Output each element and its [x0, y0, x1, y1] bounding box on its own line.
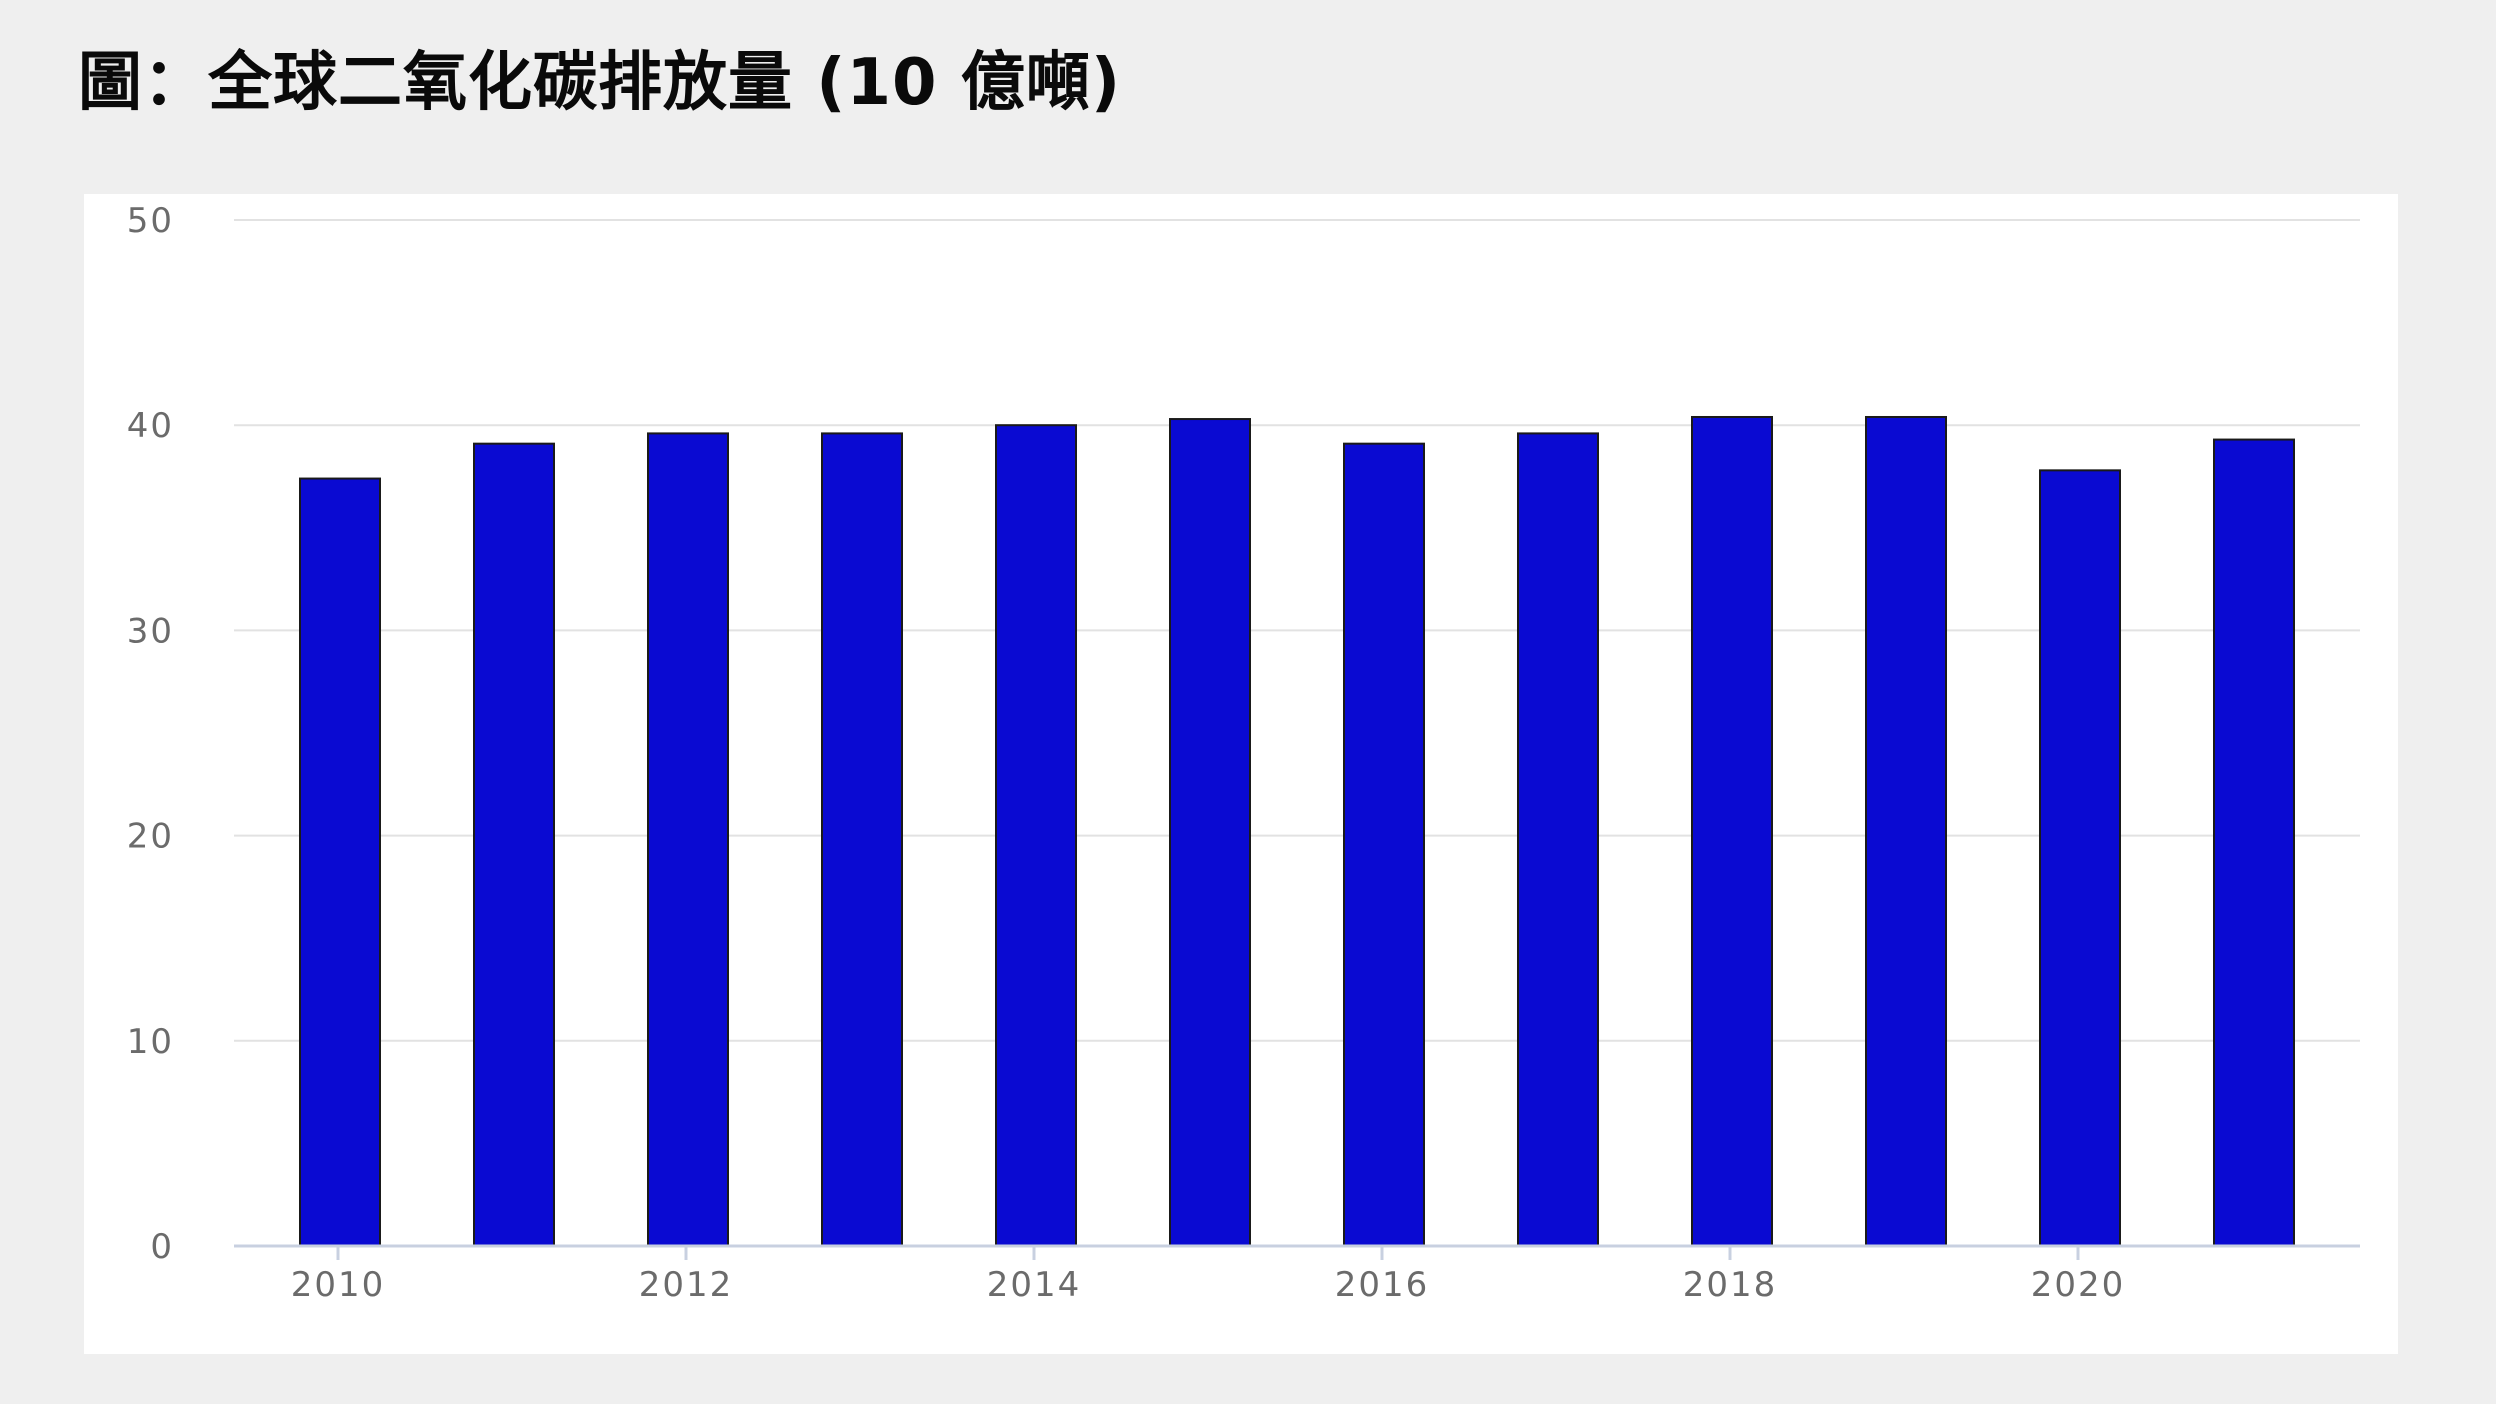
- y-axis-ticks: 0 10 20 30 40 50: [127, 201, 174, 1267]
- bar-2016: [1343, 442, 1425, 1247]
- x-tick-label: 2016: [1335, 1265, 1430, 1305]
- x-tick-label: 2020: [2031, 1265, 2126, 1305]
- gridlines: [234, 219, 2360, 1042]
- bar-2018: [1691, 415, 1773, 1247]
- x-tick-label: 2018: [1683, 1265, 1778, 1305]
- bar-2011: [473, 442, 555, 1247]
- y-tick-label: 30: [127, 611, 174, 651]
- x-tick-label: 2014: [987, 1265, 1082, 1305]
- bar-chart: 0 10 20 30 40 50 2010 2012 2014 2016 2018 2020: [127, 201, 2360, 1305]
- y-tick-label: 20: [127, 817, 174, 857]
- x-tick-label: 2012: [639, 1265, 734, 1305]
- y-tick-label: 10: [127, 1022, 174, 1062]
- y-tick-label: 40: [127, 406, 174, 446]
- bar-2017: [1517, 432, 1599, 1247]
- page-title: 圖：全球二氧化碳排放量 (10 億噸): [78, 46, 1122, 120]
- bar-2020: [2039, 469, 2121, 1247]
- bar-2014: [995, 424, 1077, 1247]
- bar-2012: [647, 432, 729, 1247]
- bar-2013: [821, 432, 903, 1247]
- bar-2019: [1865, 415, 1947, 1247]
- y-tick-label: 50: [127, 201, 174, 241]
- bar-2021: [2213, 438, 2295, 1247]
- bars: [299, 415, 2295, 1247]
- x-axis-ticks: 2010 2012 2014 2016 2018 2020: [291, 1246, 2126, 1305]
- x-tick-label: 2010: [291, 1265, 386, 1305]
- y-tick-label: 0: [150, 1227, 174, 1267]
- chart-panel: 0 10 20 30 40 50 2010 2012 2014 2016 2018 2020: [84, 194, 2398, 1354]
- bar-2010: [299, 477, 381, 1247]
- bar-2015: [1169, 418, 1251, 1247]
